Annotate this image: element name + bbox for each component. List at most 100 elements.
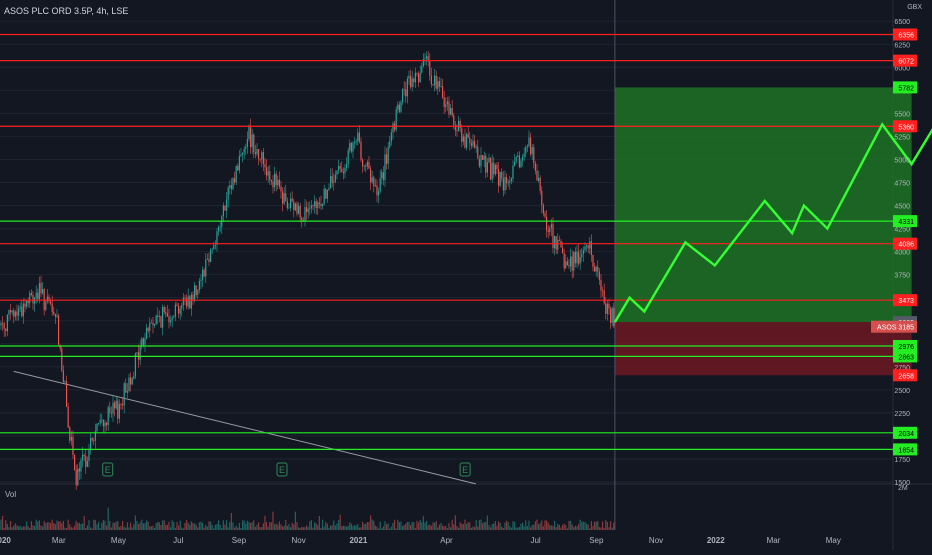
candle-body bbox=[542, 205, 544, 214]
trendline bbox=[13, 370, 476, 485]
volume-bar bbox=[328, 527, 330, 530]
candle-body bbox=[245, 147, 247, 149]
candle-body bbox=[125, 383, 127, 393]
candle-body bbox=[494, 164, 496, 175]
volume-bar bbox=[249, 523, 252, 530]
candle-body bbox=[315, 201, 317, 208]
candle-body bbox=[507, 182, 509, 184]
candle-body bbox=[317, 202, 319, 208]
candle-body bbox=[312, 205, 314, 207]
candle-body bbox=[485, 155, 487, 173]
candle-body bbox=[441, 86, 444, 98]
volume-bar bbox=[390, 526, 392, 530]
candle-body bbox=[264, 164, 266, 168]
candle-body bbox=[43, 289, 45, 310]
volume-bar bbox=[229, 521, 231, 530]
volume-bar bbox=[440, 522, 442, 530]
volume-bar bbox=[227, 527, 229, 530]
volume-bar bbox=[465, 523, 468, 530]
volume-bar bbox=[502, 528, 504, 530]
candle-body bbox=[374, 185, 376, 187]
volume-bar bbox=[472, 526, 474, 530]
candle-body bbox=[603, 290, 605, 304]
volume-bar bbox=[477, 526, 479, 530]
volume-bar bbox=[0, 519, 2, 530]
volume-bar bbox=[539, 523, 541, 530]
volume-bar bbox=[309, 521, 311, 530]
volume-bar bbox=[126, 522, 128, 530]
candle-body bbox=[6, 314, 8, 332]
volume-bar bbox=[361, 521, 364, 530]
volume-bar bbox=[189, 524, 191, 530]
volume-bar bbox=[216, 523, 218, 530]
volume-bar bbox=[381, 528, 383, 530]
candle-body bbox=[437, 81, 439, 89]
candle-body bbox=[459, 120, 461, 129]
volume-bar bbox=[606, 521, 608, 530]
volume-bar bbox=[595, 521, 597, 530]
volume-bar bbox=[152, 525, 154, 530]
candle-body bbox=[350, 142, 352, 152]
volume-bar bbox=[33, 526, 36, 530]
candle-body bbox=[19, 306, 21, 309]
volume-bar bbox=[246, 520, 248, 530]
candle-body bbox=[107, 407, 109, 426]
volume-bar bbox=[296, 522, 298, 530]
candle-body bbox=[600, 279, 602, 291]
volume-bar bbox=[147, 521, 149, 530]
volume-bar bbox=[312, 527, 314, 530]
candle-body bbox=[297, 205, 300, 214]
volume-bar bbox=[3, 527, 5, 530]
candle-body bbox=[371, 177, 373, 183]
candle-body bbox=[584, 246, 586, 251]
candle-body bbox=[381, 172, 383, 179]
volume-bar bbox=[558, 524, 560, 530]
volume-bar bbox=[333, 520, 335, 530]
x-tick-label: Nov bbox=[649, 536, 663, 545]
candle-body bbox=[37, 292, 39, 300]
candle-body bbox=[520, 160, 522, 168]
candle-body bbox=[38, 283, 40, 300]
candle-body bbox=[445, 104, 447, 108]
candle-body bbox=[336, 170, 338, 175]
volume-bar bbox=[240, 528, 242, 530]
volume-bar bbox=[337, 520, 340, 530]
volume-bar bbox=[600, 527, 602, 530]
volume-bar bbox=[264, 515, 266, 530]
earnings-marker-label: E bbox=[279, 465, 285, 475]
candle-body bbox=[136, 352, 138, 354]
resistance-price-box bbox=[893, 54, 917, 67]
volume-bar bbox=[67, 519, 69, 530]
volume-bar bbox=[432, 522, 434, 530]
volume-label[interactable]: Vol bbox=[5, 490, 17, 499]
candle-body bbox=[56, 315, 58, 317]
symbol-header[interactable]: ASOS PLC ORD 3.5P, 4h, LSE bbox=[4, 6, 129, 16]
volume-bar bbox=[77, 522, 79, 530]
volume-bar bbox=[449, 527, 452, 530]
candle-body bbox=[237, 166, 239, 171]
volume-bar bbox=[497, 521, 500, 530]
volume-bar bbox=[285, 519, 287, 530]
candle-body bbox=[513, 161, 516, 166]
candle-body bbox=[355, 141, 357, 143]
trendline-layer bbox=[13, 370, 476, 485]
candle-body bbox=[310, 205, 312, 209]
y-tick-label: 1750 bbox=[894, 457, 910, 464]
candle-body bbox=[40, 283, 42, 294]
volume-bar bbox=[105, 525, 108, 530]
candle-body bbox=[477, 146, 479, 159]
candle-body bbox=[421, 66, 423, 73]
candle-body bbox=[497, 169, 500, 186]
volume-bar bbox=[6, 524, 8, 530]
candle-body bbox=[425, 56, 428, 59]
volume-bar bbox=[217, 520, 220, 530]
volume-bar bbox=[305, 525, 308, 530]
volume-bar bbox=[353, 525, 356, 530]
volume-bar bbox=[59, 521, 61, 530]
axes-layer: 1500175020002250250027503000325035003750… bbox=[0, 19, 910, 545]
candle-body bbox=[365, 165, 367, 167]
volume-bar bbox=[241, 520, 244, 530]
volume-bar bbox=[534, 521, 536, 530]
